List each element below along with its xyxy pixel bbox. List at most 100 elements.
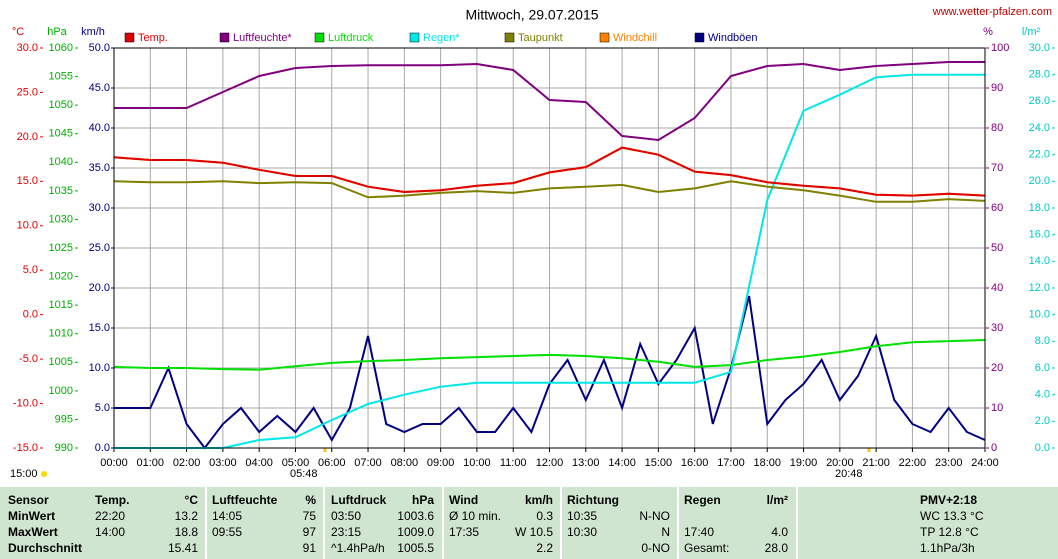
x-tick-label: 22:00 bbox=[899, 457, 927, 469]
table-cell: 14:05 bbox=[212, 509, 243, 523]
x-tick-label: 15:00 bbox=[645, 457, 673, 469]
column-separator bbox=[677, 487, 679, 559]
x-tick-label: 03:00 bbox=[209, 457, 237, 469]
table-cell: 10:35 bbox=[567, 509, 598, 523]
x-tick-label: 16:00 bbox=[681, 457, 709, 469]
y-tick-label: 1030 bbox=[49, 213, 73, 225]
series-line bbox=[113, 339, 986, 371]
column-separator bbox=[560, 487, 562, 559]
table-cell: 0.3 bbox=[536, 509, 553, 523]
source: www.wetter-pfalzen.com bbox=[932, 6, 1052, 18]
column-separator bbox=[205, 487, 207, 559]
table-cell: Regen bbox=[684, 493, 721, 507]
y-tick-label: 30.0 bbox=[17, 42, 38, 54]
y-tick-label: 10.0 bbox=[89, 362, 110, 374]
table-cell: Temp. bbox=[95, 493, 130, 507]
x-tick-label: 04:00 bbox=[245, 457, 273, 469]
y-tick-label: 5.0 bbox=[23, 264, 38, 276]
y-tick-label: 1000 bbox=[49, 385, 73, 397]
table-cell: 18.8 bbox=[174, 525, 198, 539]
table-cell: MinWert bbox=[8, 509, 56, 523]
series-line bbox=[114, 295, 986, 450]
x-tick-label: 06:00 bbox=[318, 457, 346, 469]
y-tick-label: 50.0 bbox=[89, 42, 110, 54]
table-cell: 22:20 bbox=[95, 509, 126, 523]
series-line bbox=[114, 73, 985, 449]
table-cell: 75 bbox=[302, 509, 316, 523]
table-cell: 97 bbox=[302, 525, 316, 539]
column-separator bbox=[442, 487, 444, 559]
table-cell: ^1.4hPa/h bbox=[331, 541, 385, 555]
y-tick-label: 0.0 bbox=[1035, 442, 1050, 454]
x-tick-label: 12:00 bbox=[536, 457, 564, 469]
table-cell: 91 bbox=[302, 541, 316, 555]
chart: Mittwoch, 29.07.2015 www.wetter-pfalzen.… bbox=[10, 6, 1055, 480]
table-cell: Wind bbox=[449, 493, 479, 507]
y-tick-label: 30 bbox=[991, 322, 1003, 334]
legend-swatch bbox=[219, 32, 230, 43]
y-tick-label: 80 bbox=[991, 122, 1003, 134]
legend-label: Luftdruck bbox=[328, 32, 374, 44]
y-tick-label: 995 bbox=[55, 413, 73, 425]
legend-swatch bbox=[694, 32, 705, 43]
y-tick-label: 0.0 bbox=[95, 442, 110, 454]
table-cell: 15.41 bbox=[167, 541, 198, 555]
y-tick-label: 28.0 bbox=[1029, 69, 1050, 81]
table-cell: 4.0 bbox=[771, 525, 788, 539]
table-cell: hPa bbox=[411, 493, 434, 507]
y-tick-label: 15.0 bbox=[89, 322, 110, 334]
table-cell: Sensor bbox=[8, 493, 49, 507]
sun-icon bbox=[41, 471, 47, 477]
table-cell: Gesamt: bbox=[684, 541, 730, 555]
y-tick-label: 40.0 bbox=[89, 122, 110, 134]
legend-label: Windchill bbox=[613, 32, 657, 44]
y-tick-label: -10.0 bbox=[13, 397, 38, 409]
table-cell: 09:55 bbox=[212, 525, 243, 539]
y-tick-label: 1055 bbox=[49, 70, 73, 82]
axis-label: °C bbox=[12, 26, 24, 38]
table-cell: Richtung bbox=[567, 493, 619, 507]
series-line bbox=[113, 146, 986, 197]
table-cell: MaxWert bbox=[8, 525, 58, 539]
x-tick-label: 23:00 bbox=[935, 457, 963, 469]
legend-swatch bbox=[124, 32, 135, 43]
y-tick-label: 1045 bbox=[49, 128, 73, 140]
y-tick-label: 0.0 bbox=[23, 309, 38, 321]
series-line bbox=[114, 61, 985, 142]
y-tick-label: 30.0 bbox=[1029, 42, 1050, 54]
y-tick-label: 20.0 bbox=[1029, 175, 1050, 187]
table-cell: 2.2 bbox=[536, 541, 553, 555]
y-tick-label: 90 bbox=[991, 82, 1003, 94]
y-tick-label: 18.0 bbox=[1029, 202, 1050, 214]
table-cell: 13.2 bbox=[174, 509, 198, 523]
y-tick-label: 4.0 bbox=[1035, 389, 1050, 401]
y-tick-label: 25.0 bbox=[17, 86, 38, 98]
legend-swatch bbox=[599, 32, 610, 43]
y-tick-label: 6.0 bbox=[1035, 362, 1050, 374]
y-tick-label: 45.0 bbox=[89, 82, 110, 94]
table-cell: 10:30 bbox=[567, 525, 598, 539]
y-tick-label: 8.0 bbox=[1035, 335, 1050, 347]
column-separator bbox=[796, 487, 798, 559]
legend-swatch bbox=[504, 32, 515, 43]
table-cell: 1005.5 bbox=[397, 541, 434, 555]
table-cell: Luftfeuchte bbox=[212, 493, 278, 507]
table-cell: Ø 10 min. bbox=[449, 509, 502, 523]
axis-label: l/m² bbox=[1022, 26, 1041, 38]
legend-swatch bbox=[409, 32, 420, 43]
legend-label: Windböen bbox=[708, 32, 758, 44]
table-cell: 1009.0 bbox=[397, 525, 434, 539]
x-tick-label: 13:00 bbox=[572, 457, 600, 469]
table-cell: 14:00 bbox=[95, 525, 126, 539]
x-tick-label: 05:00 bbox=[282, 457, 310, 469]
legend-label: Temp. bbox=[138, 32, 168, 44]
y-tick-label: 10.0 bbox=[17, 220, 38, 232]
x-tick-label: 17:00 bbox=[717, 457, 745, 469]
y-tick-label: 1025 bbox=[49, 242, 73, 254]
annotation: 20:48 bbox=[835, 468, 863, 480]
x-tick-label: 21:00 bbox=[862, 457, 890, 469]
annotation: 15:00 bbox=[10, 468, 38, 480]
table-cell: 1.1hPa/3h bbox=[920, 541, 975, 555]
table-cell: N-NO bbox=[639, 509, 670, 523]
chart-title: Mittwoch, 29.07.2015 bbox=[465, 7, 598, 23]
